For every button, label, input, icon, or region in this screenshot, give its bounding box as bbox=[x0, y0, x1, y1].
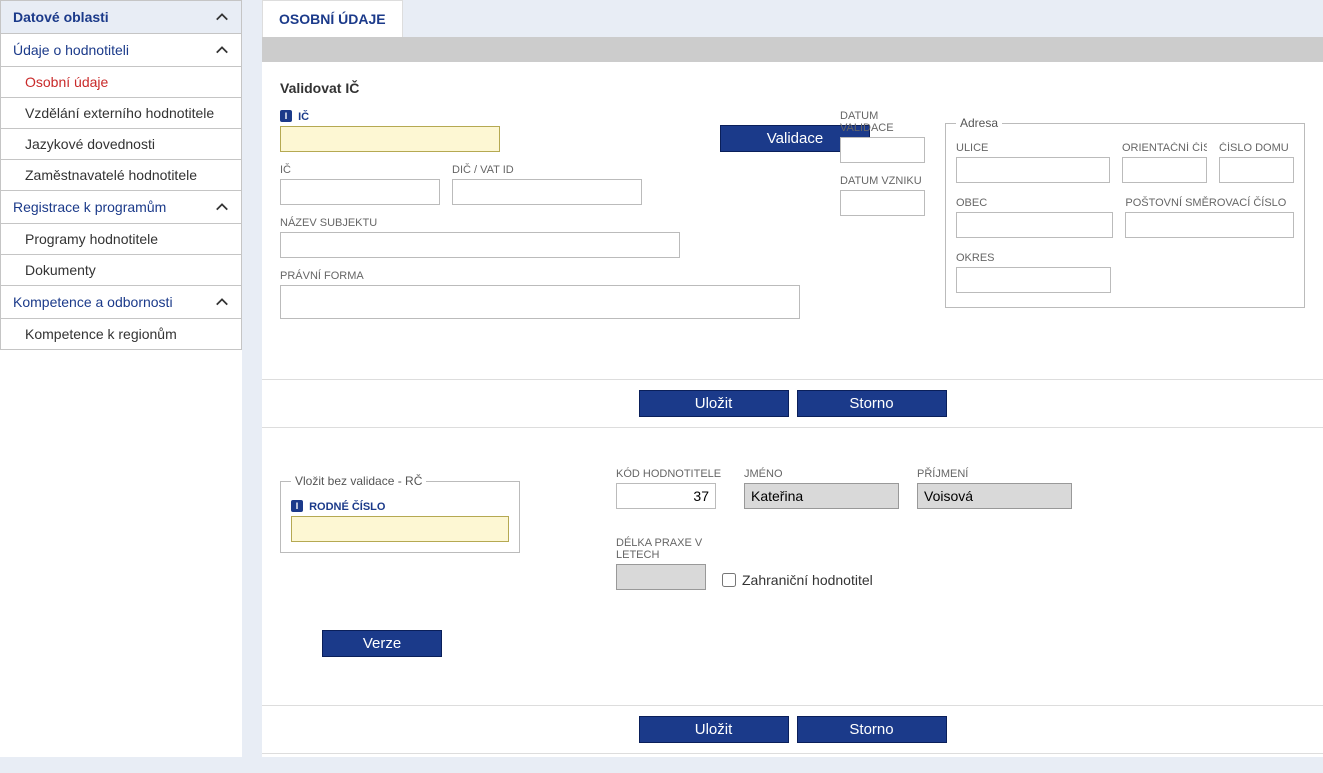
praxe-label: DÉLKA PRAXE V LETECH bbox=[616, 537, 726, 561]
sidebar-item-zamestnavatele[interactable]: Zaměstnavatelé hodnotitele bbox=[1, 160, 241, 191]
storno-button-2[interactable]: Storno bbox=[797, 716, 947, 743]
prijmeni-label: PŘÍJMENÍ bbox=[917, 468, 1072, 480]
psc-label: POŠTOVNÍ SMĚROVACÍ ČÍSLO bbox=[1125, 197, 1294, 209]
datum-validace-input[interactable] bbox=[840, 137, 925, 163]
obec-label: OBEC bbox=[956, 197, 1113, 209]
rc-fieldset: Vložit bez validace - RČ i RODNÉ ČÍSLO bbox=[280, 474, 520, 553]
content-toolbar bbox=[262, 37, 1323, 62]
nazev-input[interactable] bbox=[280, 232, 680, 258]
zahranicni-checkbox[interactable] bbox=[722, 573, 736, 587]
rc-input[interactable] bbox=[291, 516, 509, 542]
jmeno-input bbox=[744, 483, 899, 509]
verze-button[interactable]: Verze bbox=[322, 630, 442, 657]
dic-input[interactable] bbox=[452, 179, 642, 205]
dic-label: DIČ / VAT ID bbox=[452, 164, 642, 176]
datum-vzniku-input[interactable] bbox=[840, 190, 925, 216]
okres-input[interactable] bbox=[956, 267, 1111, 293]
sidebar-title-row[interactable]: Datové oblasti bbox=[0, 0, 242, 34]
sidebar-item-vzdelani[interactable]: Vzdělání externího hodnotitele bbox=[1, 98, 241, 129]
pravni-forma-label: PRÁVNÍ FORMA bbox=[280, 270, 800, 282]
obec-input[interactable] bbox=[956, 212, 1113, 238]
sidebar-section-label: Údaje o hodnotiteli bbox=[13, 42, 129, 58]
chevron-up-icon bbox=[215, 295, 229, 309]
chevron-up-icon bbox=[215, 200, 229, 214]
info-icon: i bbox=[280, 110, 292, 122]
sidebar-item-jazykove[interactable]: Jazykové dovednosti bbox=[1, 129, 241, 160]
kod-input[interactable] bbox=[616, 483, 716, 509]
ulozit-button-1[interactable]: Uložit bbox=[639, 390, 789, 417]
info-icon: i bbox=[291, 500, 303, 512]
validovat-title: Validovat IČ bbox=[280, 80, 1305, 96]
datum-validace-label: DATUM VALIDACE bbox=[840, 110, 925, 134]
sidebar-title: Datové oblasti bbox=[13, 9, 109, 25]
rc-label: i RODNÉ ČÍSLO bbox=[291, 500, 509, 513]
ulice-input[interactable] bbox=[956, 157, 1110, 183]
sidebar-section-kompetence[interactable]: Kompetence a odbornosti bbox=[1, 286, 241, 319]
prijmeni-input bbox=[917, 483, 1072, 509]
praxe-input bbox=[616, 564, 706, 590]
sidebar-section-udaje[interactable]: Údaje o hodnotiteli bbox=[1, 34, 241, 67]
zahranicni-label: Zahraniční hodnotitel bbox=[742, 572, 873, 588]
jmeno-label: JMÉNO bbox=[744, 468, 899, 480]
orient-label: ORIENTAČNÍ ČÍSLO bbox=[1122, 142, 1207, 154]
psc-input[interactable] bbox=[1125, 212, 1294, 238]
sidebar-item-dokumenty[interactable]: Dokumenty bbox=[1, 255, 241, 286]
dum-label: ČÍSLO DOMU bbox=[1219, 142, 1294, 154]
ulozit-button-2[interactable]: Uložit bbox=[639, 716, 789, 743]
sidebar-item-osobni-udaje[interactable]: Osobní údaje bbox=[1, 67, 241, 98]
button-row-2: Uložit Storno bbox=[262, 705, 1323, 754]
ic-req-label: i IČ bbox=[280, 110, 700, 123]
sidebar-section-label: Registrace k programům bbox=[13, 199, 166, 215]
kod-label: KÓD HODNOTITELE bbox=[616, 468, 726, 480]
chevron-up-icon bbox=[215, 10, 229, 24]
svg-text:i: i bbox=[285, 111, 288, 121]
storno-button-1[interactable]: Storno bbox=[797, 390, 947, 417]
sidebar-item-programy[interactable]: Programy hodnotitele bbox=[1, 224, 241, 255]
adresa-fieldset: Adresa ULICE ORIENTAČNÍ ČÍSLO bbox=[945, 116, 1305, 308]
adresa-legend: Adresa bbox=[956, 116, 1002, 130]
datum-vzniku-label: DATUM VZNIKU bbox=[840, 175, 925, 187]
tab-osobni-udaje[interactable]: OSOBNÍ ÚDAJE bbox=[262, 0, 403, 37]
ulice-label: ULICE bbox=[956, 142, 1110, 154]
sidebar: Datové oblasti Údaje o hodnotiteli Osobn… bbox=[0, 0, 242, 757]
pravni-forma-input[interactable] bbox=[280, 285, 800, 319]
main: OSOBNÍ ÚDAJE Validovat IČ i IČ bbox=[262, 0, 1323, 757]
rc-legend: Vložit bez validace - RČ bbox=[291, 474, 426, 488]
ic-label: IČ bbox=[280, 164, 440, 176]
dum-input[interactable] bbox=[1219, 157, 1294, 183]
orient-input[interactable] bbox=[1122, 157, 1207, 183]
okres-label: OKRES bbox=[956, 252, 1111, 264]
chevron-up-icon bbox=[215, 43, 229, 57]
ic-input[interactable] bbox=[280, 179, 440, 205]
sidebar-section-label: Kompetence a odbornosti bbox=[13, 294, 173, 310]
svg-text:i: i bbox=[296, 501, 299, 511]
button-row-1: Uložit Storno bbox=[262, 379, 1323, 428]
sidebar-item-kompetence-region[interactable]: Kompetence k regionům bbox=[1, 319, 241, 350]
ic-req-input[interactable] bbox=[280, 126, 500, 152]
nazev-label: NÁZEV SUBJEKTU bbox=[280, 217, 680, 229]
sidebar-section-registrace[interactable]: Registrace k programům bbox=[1, 191, 241, 224]
